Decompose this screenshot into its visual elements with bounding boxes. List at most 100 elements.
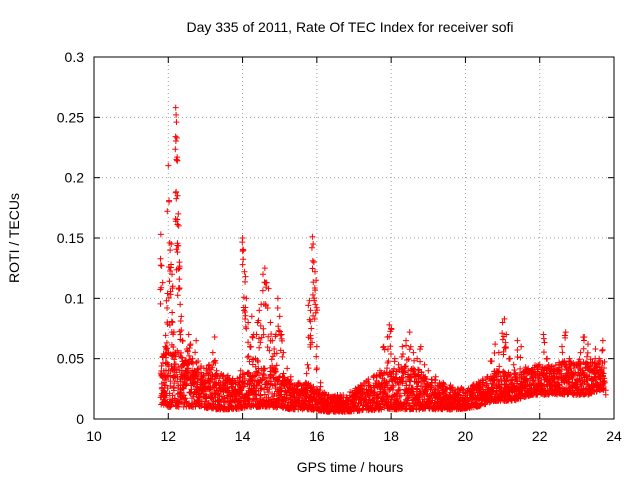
data-point: [577, 366, 584, 373]
data-point: [178, 349, 185, 356]
data-point: [395, 361, 402, 368]
data-point: [483, 384, 490, 391]
data-point: [401, 369, 408, 376]
data-point: [169, 309, 176, 316]
data-point: [580, 334, 587, 341]
data-point: [173, 111, 180, 118]
data-point: [216, 392, 223, 399]
data-point: [194, 365, 201, 372]
data-point: [270, 366, 277, 373]
data-point: [329, 396, 336, 403]
data-point: [264, 305, 271, 312]
data-point: [514, 353, 521, 360]
data-point: [197, 390, 204, 397]
data-point: [377, 367, 383, 374]
data-point: [359, 390, 366, 397]
data-point: [394, 379, 401, 386]
data-point: [168, 318, 175, 325]
data-point: [269, 362, 276, 369]
data-point: [244, 354, 251, 361]
data-point: [392, 371, 399, 378]
data-point: [241, 268, 248, 275]
data-point: [175, 265, 182, 272]
data-point: [501, 315, 508, 322]
data-point: [312, 309, 319, 316]
data-point: [169, 392, 176, 399]
data-point: [413, 378, 420, 385]
data-point: [591, 359, 598, 366]
data-point: [195, 358, 201, 365]
data-point: [514, 347, 521, 354]
data-point: [336, 400, 343, 407]
data-point: [536, 375, 543, 382]
data-point: [167, 291, 174, 298]
data-point: [374, 391, 381, 398]
data-point: [287, 381, 294, 388]
data-point: [172, 351, 179, 358]
data-point: [162, 332, 169, 339]
data-point: [300, 390, 307, 397]
data-point: [376, 381, 383, 388]
data-point: [173, 195, 180, 202]
data-point: [600, 386, 607, 393]
data-point: [343, 398, 350, 405]
data-point: [245, 339, 252, 346]
data-point: [273, 362, 280, 369]
data-point: [309, 265, 316, 272]
data-point: [176, 263, 183, 270]
data-point: [313, 277, 320, 284]
data-point: [506, 355, 513, 362]
data-point: [239, 239, 246, 246]
data-point: [387, 398, 394, 405]
data-point: [541, 339, 548, 346]
data-point: [311, 297, 318, 304]
data-point: [601, 358, 608, 365]
data-point: [421, 361, 428, 368]
data-point: [184, 365, 191, 372]
data-point: [158, 363, 165, 370]
data-point: [232, 396, 239, 403]
data-point: [198, 403, 205, 410]
y-axis-label: ROTI / TECUs: [6, 193, 22, 283]
data-point: [376, 405, 383, 412]
data-point: [198, 373, 205, 380]
x-tick-label: 10: [86, 428, 102, 444]
data-point: [291, 388, 298, 395]
data-point: [406, 393, 413, 400]
data-point: [187, 341, 194, 348]
data-point: [484, 373, 491, 380]
data-point: [499, 330, 506, 337]
data-point: [597, 375, 604, 382]
data-point: [496, 363, 503, 370]
data-point: [252, 363, 259, 370]
data-point: [260, 331, 267, 338]
data-point: [168, 241, 175, 248]
data-point: [559, 349, 566, 356]
data-point: [229, 387, 236, 394]
data-point: [176, 276, 183, 283]
data-point: [161, 397, 168, 404]
data-point: [211, 358, 218, 365]
data-point: [193, 371, 200, 378]
data-point: [253, 331, 260, 338]
data-point: [418, 402, 425, 409]
data-point: [398, 353, 405, 360]
data-point: [321, 392, 328, 399]
data-point: [173, 188, 180, 195]
y-tick-label: 0.25: [57, 109, 84, 125]
data-point: [402, 363, 409, 370]
data-point: [398, 374, 405, 381]
data-point: [184, 373, 191, 380]
data-point: [543, 355, 550, 362]
data-point: [366, 393, 373, 400]
data-point: [307, 335, 314, 342]
data-point: [192, 389, 199, 396]
data-point: [386, 333, 393, 340]
data-point: [249, 334, 256, 341]
data-point: [405, 356, 412, 363]
data-point: [411, 357, 418, 364]
data-point: [191, 380, 198, 387]
data-point: [239, 248, 246, 255]
data-point: [162, 344, 169, 351]
data-point: [599, 346, 606, 353]
